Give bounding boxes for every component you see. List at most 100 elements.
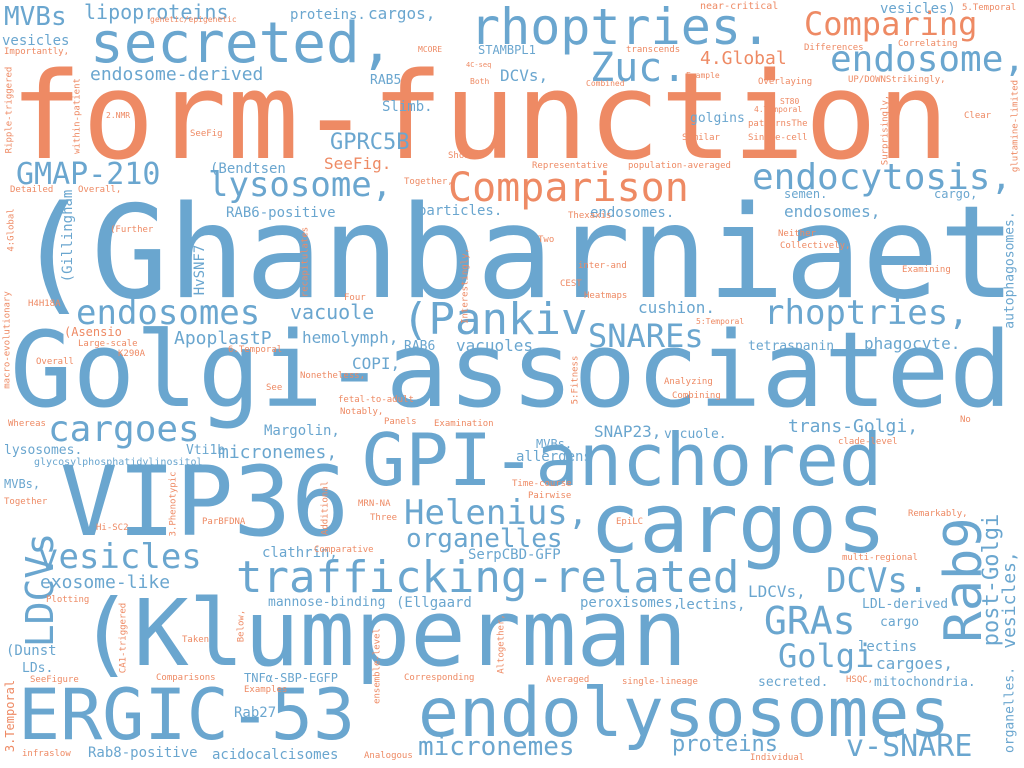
word: lectins,	[678, 597, 746, 613]
word: cargos,	[368, 4, 436, 23]
word: endosomes,	[784, 202, 881, 221]
word: Analogous	[364, 751, 413, 761]
word: particles.	[418, 203, 503, 219]
word: recapitulates	[300, 226, 311, 298]
word: Zuc.	[590, 45, 687, 91]
word: endosomes	[76, 293, 261, 333]
word: EpiLC	[616, 517, 644, 527]
word: fetal-to-adult	[338, 395, 414, 405]
word: 5:Temporal	[696, 317, 745, 326]
word: GMAP-210	[16, 157, 161, 192]
word: GRAs	[764, 599, 856, 643]
word: Corresponding	[404, 673, 475, 683]
word: Overall,	[78, 185, 122, 195]
word: 5:Fitness	[570, 355, 581, 405]
word: cargos	[590, 477, 887, 572]
word: vacuole	[290, 300, 375, 324]
word: 4:Global	[6, 208, 17, 252]
word: lysosomes.	[4, 443, 83, 458]
word: COPI,	[352, 354, 401, 373]
word: Comparing	[804, 5, 978, 43]
word: CA1-triggered	[118, 602, 129, 674]
word: Clear	[964, 111, 992, 121]
word: endosomes.	[590, 205, 675, 221]
word: lysosome,	[208, 165, 393, 205]
word: Rab27	[234, 705, 277, 721]
word: cargoes,	[876, 654, 954, 673]
word: TNFα-SBP-EGFP	[244, 671, 338, 685]
word: Whereas	[8, 419, 46, 429]
word: Comparisons	[156, 673, 216, 683]
word: Individual	[750, 753, 805, 763]
word: ERGIC-53	[18, 674, 356, 756]
word: (Ghanbarniaet	[14, 179, 1016, 328]
word: GPI-anchored	[362, 418, 883, 502]
word: Altogether,	[496, 614, 507, 674]
word: Example	[686, 71, 720, 80]
word: single-lineage	[622, 677, 698, 687]
word: infraslow	[22, 749, 71, 759]
word: ensemble-level	[372, 628, 383, 704]
word: clathrin,	[262, 545, 338, 561]
word: Margolin,	[264, 423, 340, 439]
word: 4C-seq	[466, 61, 492, 69]
word: Together	[4, 497, 48, 507]
word: Averaged	[546, 675, 590, 685]
word: ApoplastP	[174, 328, 272, 349]
word: mitochondria.	[874, 675, 976, 690]
word: HSQC,	[846, 675, 874, 685]
word: (Pankiv	[402, 294, 588, 345]
word: Nonetheless,	[300, 371, 366, 381]
word: Golgi	[778, 637, 875, 675]
word: GPRC5B	[330, 130, 410, 155]
word: Thexaxis	[568, 211, 612, 221]
word: Similar	[682, 133, 720, 143]
word: form-function	[10, 48, 950, 187]
word: macro-evolutionary	[2, 291, 13, 389]
word: genetic/epigenetic	[150, 15, 237, 24]
word: Examination	[434, 419, 494, 429]
word: Surprisingly,	[880, 94, 891, 166]
word: Together,	[404, 177, 453, 187]
word: clade-level	[838, 437, 898, 447]
word: ST80	[780, 97, 800, 106]
word: RAB5	[370, 73, 402, 88]
word: ParBFDNA	[202, 517, 246, 527]
word: 3.Phenotypic	[168, 471, 179, 537]
word: 2.NMR	[106, 111, 131, 120]
word: lipoproteins	[84, 0, 229, 24]
word: Interestingly,	[460, 248, 471, 324]
word: (Klumperman	[78, 580, 688, 687]
word: Analyzing	[664, 377, 713, 387]
word: LDL-derived	[862, 597, 949, 612]
word: Importantly,	[4, 47, 70, 57]
word: SNAP23,	[594, 422, 662, 441]
word: SeeFig.	[324, 154, 392, 173]
word: rhoptries.	[470, 0, 772, 56]
word: DCVs,	[500, 66, 549, 85]
word: proteins	[672, 732, 778, 757]
word: trans-Golgi,	[788, 416, 919, 437]
word: 6.Temporal	[228, 345, 283, 355]
word: multi-regional	[842, 553, 918, 563]
word: lectins	[858, 639, 918, 655]
word: vesicles,	[999, 551, 1020, 649]
word: cargo	[880, 615, 920, 630]
word: VIP36	[60, 446, 349, 558]
word: (Further	[110, 225, 154, 235]
word: STAMBPL1	[478, 43, 536, 57]
word: Panels	[384, 417, 417, 427]
word: Additional	[320, 480, 331, 536]
word: Differences	[804, 43, 864, 53]
word: SeeFig	[190, 129, 223, 139]
word: RAB6-positive	[226, 205, 336, 221]
word: near-critical	[700, 1, 779, 12]
word: MVBs.	[536, 437, 573, 451]
word: MVBs	[4, 2, 67, 32]
word: RAB6	[404, 339, 436, 354]
word: Examples	[244, 685, 288, 695]
word: Detailed	[10, 185, 54, 195]
word: Combined	[586, 79, 625, 88]
word: v-SNARE	[846, 729, 973, 764]
